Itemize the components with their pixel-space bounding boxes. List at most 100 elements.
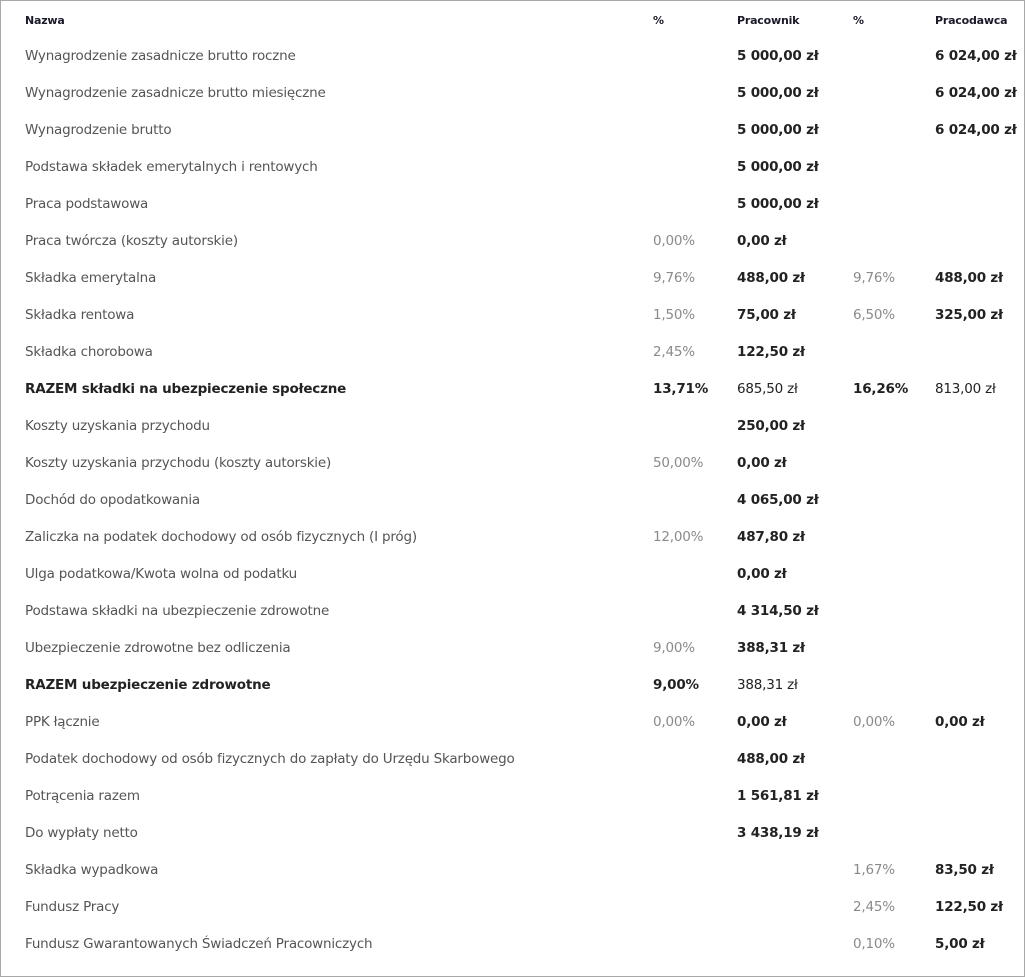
employee-percent: 2,45% xyxy=(653,344,695,360)
row-name: Podatek dochodowy od osób fizycznych do … xyxy=(25,751,515,767)
table-row: Składka wypadkowa 1,67% 83,50 zł xyxy=(1,852,1024,889)
row-name: Ubezpieczenie zdrowotne bez odliczenia xyxy=(25,640,291,656)
table-row: Wynagrodzenie zasadnicze brutto miesięcz… xyxy=(1,75,1024,112)
employee-amount: 3 438,19 zł xyxy=(737,825,819,841)
table-row: Podstawa składek emerytalnych i rentowyc… xyxy=(1,149,1024,186)
row-name: Praca podstawowa xyxy=(25,196,149,212)
employee-percent: 13,71% xyxy=(653,381,709,397)
employee-amount: 250,00 zł xyxy=(737,418,805,434)
table-row: Składka rentowa 1,50% 75,00 zł 6,50% 325,00 … xyxy=(1,297,1024,334)
employer-amount: 5,00 zł xyxy=(935,936,985,952)
employee-amount: 4 065,00 zł xyxy=(737,492,819,508)
table-row: Składka emerytalna 9,76% 488,00 zł 9,76% 488… xyxy=(1,260,1024,297)
employee-percent: 50,00% xyxy=(653,455,704,471)
row-name: Podstawa składek emerytalnych i rentowyc… xyxy=(25,159,318,175)
table-row: RAZEM składki na ubezpieczenie społeczne… xyxy=(1,371,1024,408)
table-row: Do wypłaty netto 3 438,19 zł xyxy=(1,815,1024,852)
employee-percent: 9,00% xyxy=(653,640,695,656)
row-name: Wynagrodzenie zasadnicze brutto roczne xyxy=(25,48,296,64)
table-header: Nazwa % Pracownik % Pracodawca xyxy=(1,2,1024,39)
row-name: Fundusz Pracy xyxy=(25,899,120,915)
employee-amount: 487,80 zł xyxy=(737,529,805,545)
row-name: Do wypłaty netto xyxy=(25,825,138,841)
employer-amount: 83,50 zł xyxy=(935,862,994,878)
table-row: Koszty uzyskania przychodu (koszty autor… xyxy=(1,445,1024,482)
header-employee: Pracownik xyxy=(737,14,800,27)
row-name: Składka rentowa xyxy=(25,307,135,323)
table-row: Zaliczka na podatek dochodowy od osób fi… xyxy=(1,519,1024,556)
employee-amount: 5 000,00 zł xyxy=(737,85,819,101)
row-name: Podstawa składki na ubezpieczenie zdrowo… xyxy=(25,603,330,619)
employer-amount: 488,00 zł xyxy=(935,270,1003,286)
employer-percent: 0,00% xyxy=(853,714,895,730)
row-name: Dochód do opodatkowania xyxy=(25,492,200,508)
header-employee-percent: % xyxy=(653,14,664,27)
employer-percent: 9,76% xyxy=(853,270,895,286)
employee-amount: 0,00 zł xyxy=(737,233,787,249)
employer-amount: 6 024,00 zł xyxy=(935,85,1017,101)
table-row: Fundusz Pracy 2,45% 122,50 zł xyxy=(1,889,1024,926)
row-name: Wynagrodzenie zasadnicze brutto miesięcz… xyxy=(25,85,326,101)
employer-amount: 813,00 zł xyxy=(935,381,996,397)
employee-percent: 0,00% xyxy=(653,233,695,249)
employee-amount: 388,31 zł xyxy=(737,677,798,693)
employee-percent: 9,00% xyxy=(653,677,699,693)
table-row: Podatek dochodowy od osób fizycznych do … xyxy=(1,741,1024,778)
employee-amount: 488,00 zł xyxy=(737,751,805,767)
employee-percent: 9,76% xyxy=(653,270,695,286)
table-row: Ulga podatkowa/Kwota wolna od podatku 0,0… xyxy=(1,556,1024,593)
employee-amount: 0,00 zł xyxy=(737,566,787,582)
employee-amount: 4 314,50 zł xyxy=(737,603,819,619)
table-row: Praca twórcza (koszty autorskie) 0,00% 0,0… xyxy=(1,223,1024,260)
employee-amount: 5 000,00 zł xyxy=(737,196,819,212)
row-name: Zaliczka na podatek dochodowy od osób fi… xyxy=(25,529,417,545)
employee-amount: 388,31 zł xyxy=(737,640,805,656)
employee-amount: 5 000,00 zł xyxy=(737,159,819,175)
employee-percent: 0,00% xyxy=(653,714,695,730)
employer-percent: 0,10% xyxy=(853,936,895,952)
employer-percent: 16,26% xyxy=(853,381,909,397)
employee-amount: 1 561,81 zł xyxy=(737,788,819,804)
employee-amount: 0,00 zł xyxy=(737,714,787,730)
table-row: Praca podstawowa 5 000,00 zł xyxy=(1,186,1024,223)
row-name: Koszty uzyskania przychodu xyxy=(25,418,210,434)
employer-amount: 6 024,00 zł xyxy=(935,122,1017,138)
table-row: Fundusz Gwarantowanych Świadczeń Pracown… xyxy=(1,926,1024,963)
header-name: Nazwa xyxy=(25,14,65,27)
table-row: PPK łącznie 0,00% 0,00 zł 0,00% 0,00 zł xyxy=(1,704,1024,741)
employee-percent: 1,50% xyxy=(653,307,695,323)
employer-percent: 2,45% xyxy=(853,899,895,915)
employer-percent: 1,67% xyxy=(853,862,895,878)
header-employer-percent: % xyxy=(853,14,864,27)
employee-percent: 12,00% xyxy=(653,529,704,545)
row-name: Składka chorobowa xyxy=(25,344,153,360)
employee-amount: 5 000,00 zł xyxy=(737,48,819,64)
header-employer: Pracodawca xyxy=(935,14,1008,27)
employer-amount: 6 024,00 zł xyxy=(935,48,1017,64)
employee-amount: 0,00 zł xyxy=(737,455,787,471)
table-row: Koszty uzyskania przychodu 250,00 zł xyxy=(1,408,1024,445)
table-row: Składka chorobowa 2,45% 122,50 zł xyxy=(1,334,1024,371)
row-name: Ulga podatkowa/Kwota wolna od podatku xyxy=(25,566,298,582)
employee-amount: 685,50 zł xyxy=(737,381,798,397)
employer-amount: 122,50 zł xyxy=(935,899,1003,915)
employee-amount: 122,50 zł xyxy=(737,344,805,360)
row-name: Wynagrodzenie brutto xyxy=(25,122,172,138)
row-name: Fundusz Gwarantowanych Świadczeń Pracown… xyxy=(25,936,373,952)
row-name: Praca twórcza (koszty autorskie) xyxy=(25,233,238,249)
employer-amount: 325,00 zł xyxy=(935,307,1003,323)
table-row: Potrącenia razem 1 561,81 zł xyxy=(1,778,1024,815)
row-name: Składka wypadkowa xyxy=(25,862,159,878)
employee-amount: 75,00 zł xyxy=(737,307,796,323)
row-name: Koszty uzyskania przychodu (koszty autor… xyxy=(25,455,332,471)
row-name: PPK łącznie xyxy=(25,714,100,730)
row-name: RAZEM ubezpieczenie zdrowotne xyxy=(25,677,271,693)
table-row: Dochód do opodatkowania 4 065,00 zł xyxy=(1,482,1024,519)
row-name: RAZEM składki na ubezpieczenie społeczne xyxy=(25,381,347,397)
table-row: Wynagrodzenie zasadnicze brutto roczne 5 … xyxy=(1,38,1024,75)
employer-amount: 0,00 zł xyxy=(935,714,985,730)
employee-amount: 5 000,00 zł xyxy=(737,122,819,138)
employee-amount: 488,00 zł xyxy=(737,270,805,286)
employer-percent: 6,50% xyxy=(853,307,895,323)
table-row: Podstawa składki na ubezpieczenie zdrowo… xyxy=(1,593,1024,630)
